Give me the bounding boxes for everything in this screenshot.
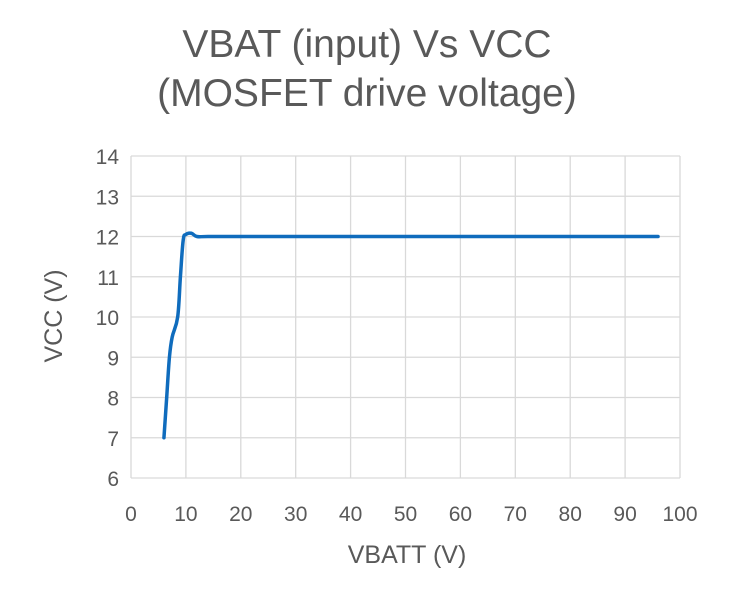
y-tick-label: 12 [96,227,119,250]
chart-title-line-1: VBAT (input) Vs VCC [182,23,551,66]
x-tick-label: 60 [449,503,472,526]
x-tick-label: 70 [504,503,527,526]
gridlines [130,155,681,479]
x-tick-label: 0 [125,503,137,526]
x-tick-label: 40 [339,503,362,526]
y-tick-labels: 6 7 8 9 10 11 12 13 14 [96,146,120,491]
y-tick-label: 8 [107,388,119,411]
x-tick-label: 10 [174,503,197,526]
series-layer [162,231,660,440]
y-tick-label: 10 [96,307,119,330]
x-tick-labels: 0 10 20 30 40 50 60 70 80 90 100 [125,503,697,526]
y-tick-label: 7 [107,428,119,451]
y-tick-label: 14 [96,146,120,169]
x-tick-label: 30 [284,503,307,526]
x-tick-label: 90 [613,503,636,526]
x-tick-label: 100 [662,503,697,526]
x-tick-label: 80 [559,503,582,526]
y-tick-label: 11 [97,267,119,290]
series-line-vcc [162,231,660,440]
y-axis-title: VCC (V) [40,269,68,362]
x-axis-title: VBATT (V) [348,541,467,569]
y-tick-label: 13 [96,186,119,209]
y-tick-label: 6 [107,468,119,491]
x-tick-label: 20 [229,503,252,526]
chart-title-line-2: (MOSFET drive voltage) [157,72,577,115]
x-tick-label: 50 [394,503,417,526]
y-tick-label: 9 [107,347,119,370]
